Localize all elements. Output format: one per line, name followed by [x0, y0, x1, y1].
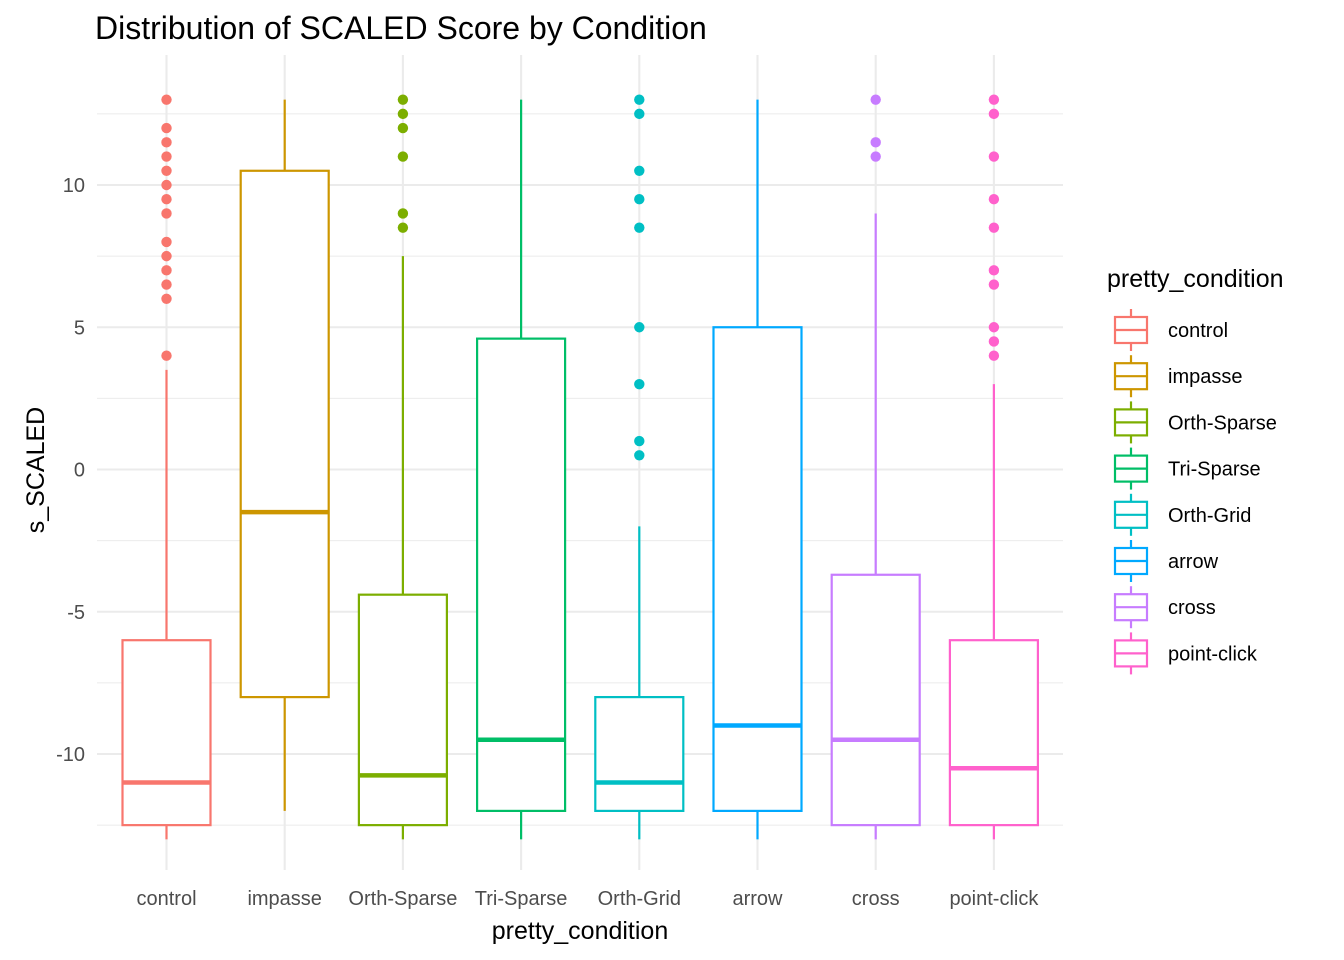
y-axis-title: s_SCALED — [22, 407, 50, 533]
outlier-point — [161, 165, 172, 176]
outlier-point — [634, 94, 645, 105]
outlier-point — [988, 94, 1000, 105]
outlier-point — [161, 137, 172, 148]
outlier-point — [988, 194, 1000, 205]
x-axis-ticks: control impasse Orth-Sparse Tri-Sparse Orth-… — [136, 888, 1039, 910]
boxes — [121, 94, 1040, 840]
box-iqr — [476, 337, 567, 812]
x-axis-title: pretty_condition — [492, 917, 669, 945]
outlier-point — [397, 208, 409, 219]
legend-item-Tri-Sparse: Tri-Sparse — [1113, 447, 1261, 490]
outlier-point — [161, 122, 172, 134]
outlier-point — [634, 165, 645, 176]
x-tick-label: control — [136, 888, 196, 910]
outlier-point — [161, 194, 172, 205]
outlier-point — [161, 350, 172, 361]
legend-label: impasse — [1168, 366, 1242, 388]
outlier-point — [870, 94, 881, 105]
outlier-point — [988, 350, 1000, 361]
box-Orth-Grid — [594, 94, 685, 840]
legend-label: arrow — [1168, 551, 1219, 573]
y-axis-ticks: -10 -5 0 5 10 — [56, 175, 85, 766]
outlier-point — [161, 279, 172, 290]
legend-label: Tri-Sparse — [1168, 459, 1261, 481]
y-tick-label: 0 — [74, 460, 85, 482]
outlier-point — [397, 122, 409, 134]
outlier-point — [988, 336, 1000, 347]
outlier-point — [634, 450, 645, 461]
outlier-point — [161, 250, 172, 262]
outlier-point — [397, 94, 409, 105]
box-point-click — [948, 94, 1040, 840]
x-tick-label: point-click — [949, 888, 1039, 910]
outlier-point — [988, 279, 1000, 290]
box-Orth-Sparse — [357, 94, 448, 840]
legend-item-arrow: arrow — [1113, 540, 1219, 582]
outlier-point — [988, 265, 1000, 276]
x-tick-label: Tri-Sparse — [475, 888, 568, 910]
outlier-point — [870, 137, 881, 148]
legend-item-cross: cross — [1113, 586, 1216, 629]
legend-label: cross — [1168, 597, 1216, 619]
legend-title: pretty_condition — [1107, 265, 1284, 293]
legend-item-control: control — [1113, 309, 1228, 351]
y-tick-label: -5 — [67, 602, 85, 624]
outlier-point — [988, 222, 1000, 233]
legend-item-point-click: point-click — [1113, 632, 1258, 675]
box-iqr — [357, 593, 448, 827]
box-impasse — [239, 99, 330, 811]
legend-item-Orth-Sparse: Orth-Sparse — [1113, 401, 1277, 444]
legend-item-Orth-Grid: Orth-Grid — [1113, 493, 1251, 536]
box-arrow — [712, 99, 803, 840]
box-cross — [830, 94, 921, 840]
outlier-point — [161, 179, 172, 191]
box-iqr — [239, 169, 330, 699]
x-tick-label: Orth-Grid — [598, 888, 681, 910]
legend-label: Orth-Sparse — [1168, 412, 1277, 434]
outlier-point — [161, 208, 172, 219]
legend-label: point-click — [1168, 643, 1258, 665]
legend-label: control — [1168, 320, 1228, 342]
box-Tri-Sparse — [476, 99, 567, 840]
outlier-point — [634, 435, 645, 447]
x-tick-label: impasse — [247, 888, 321, 910]
box-iqr — [594, 695, 685, 812]
outlier-point — [161, 94, 172, 105]
outlier-point — [988, 108, 1000, 120]
x-tick-label: arrow — [732, 888, 783, 910]
outlier-point — [397, 222, 409, 233]
outlier-point — [988, 151, 1000, 162]
y-tick-label: -10 — [56, 744, 85, 766]
chart-title: Distribution of SCALED Score by Conditio… — [95, 10, 707, 46]
outlier-point — [634, 378, 645, 390]
outlier-point — [161, 265, 172, 276]
outlier-point — [397, 151, 409, 162]
outlier-point — [161, 293, 172, 304]
outlier-point — [397, 108, 409, 120]
outlier-point — [634, 108, 645, 120]
y-tick-label: 10 — [63, 175, 85, 197]
box-iqr — [121, 639, 212, 827]
outlier-point — [161, 236, 172, 248]
legend-label: Orth-Grid — [1168, 505, 1251, 527]
y-tick-label: 5 — [74, 317, 85, 339]
x-tick-label: Orth-Sparse — [348, 888, 457, 910]
box-iqr — [948, 639, 1040, 827]
outlier-point — [634, 194, 645, 205]
outlier-point — [988, 322, 1000, 333]
outlier-point — [870, 151, 881, 162]
x-tick-label: cross — [852, 888, 900, 910]
outlier-point — [634, 322, 645, 333]
box-iqr — [830, 573, 921, 827]
box-control — [121, 94, 212, 840]
outlier-point — [161, 151, 172, 162]
legend-item-impasse: impasse — [1113, 355, 1242, 398]
box-iqr — [712, 326, 803, 812]
legend: pretty_condition control impasse Orth-Spar… — [1107, 265, 1284, 675]
outlier-point — [634, 222, 645, 233]
